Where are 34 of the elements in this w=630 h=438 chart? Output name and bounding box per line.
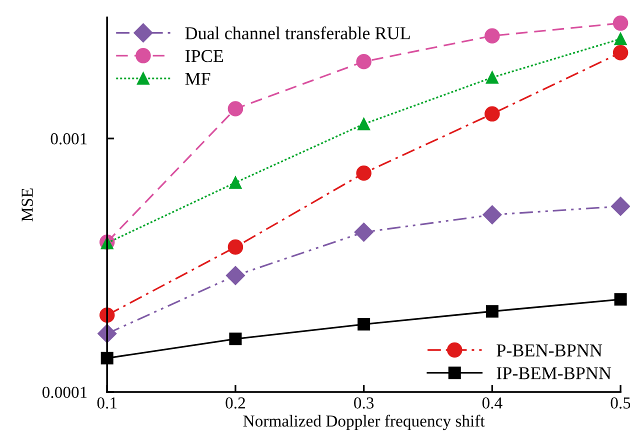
point [356,54,372,70]
y-tick-label: 0.0001 [42,386,87,398]
x-tick-label: 0.3 [354,397,374,409]
point [358,118,370,130]
x-tick-label: 0.5 [610,397,630,409]
point [358,318,370,331]
point [484,106,500,122]
legend-label: Dual channel transferable RUL [185,26,410,40]
point [614,293,627,306]
point [484,28,500,44]
point [611,196,630,216]
point [229,176,242,189]
point [226,266,245,286]
x-tick-label: 0.4 [482,397,502,409]
point [228,239,244,255]
x-axis-title: Normalized Doppler frequency shift [243,414,485,430]
point [229,332,242,346]
legend-label: MF [185,72,210,85]
y-axis-title: MSE [22,188,33,222]
legend-label: IP-BEM-BPNN [496,367,612,380]
point [612,16,628,31]
y-tick-label: 0.001 [50,133,87,145]
legend-label: P-BEN-BPNN [496,344,602,356]
point [612,45,628,60]
point [354,222,374,242]
point [356,165,372,181]
point [482,205,502,224]
x-tick-label: 0.1 [97,397,117,409]
point [614,32,627,46]
legend-label: IPCE [185,50,223,62]
point [228,101,244,116]
point [486,305,498,318]
x-tick-label: 0.2 [226,397,245,409]
point [486,71,498,84]
